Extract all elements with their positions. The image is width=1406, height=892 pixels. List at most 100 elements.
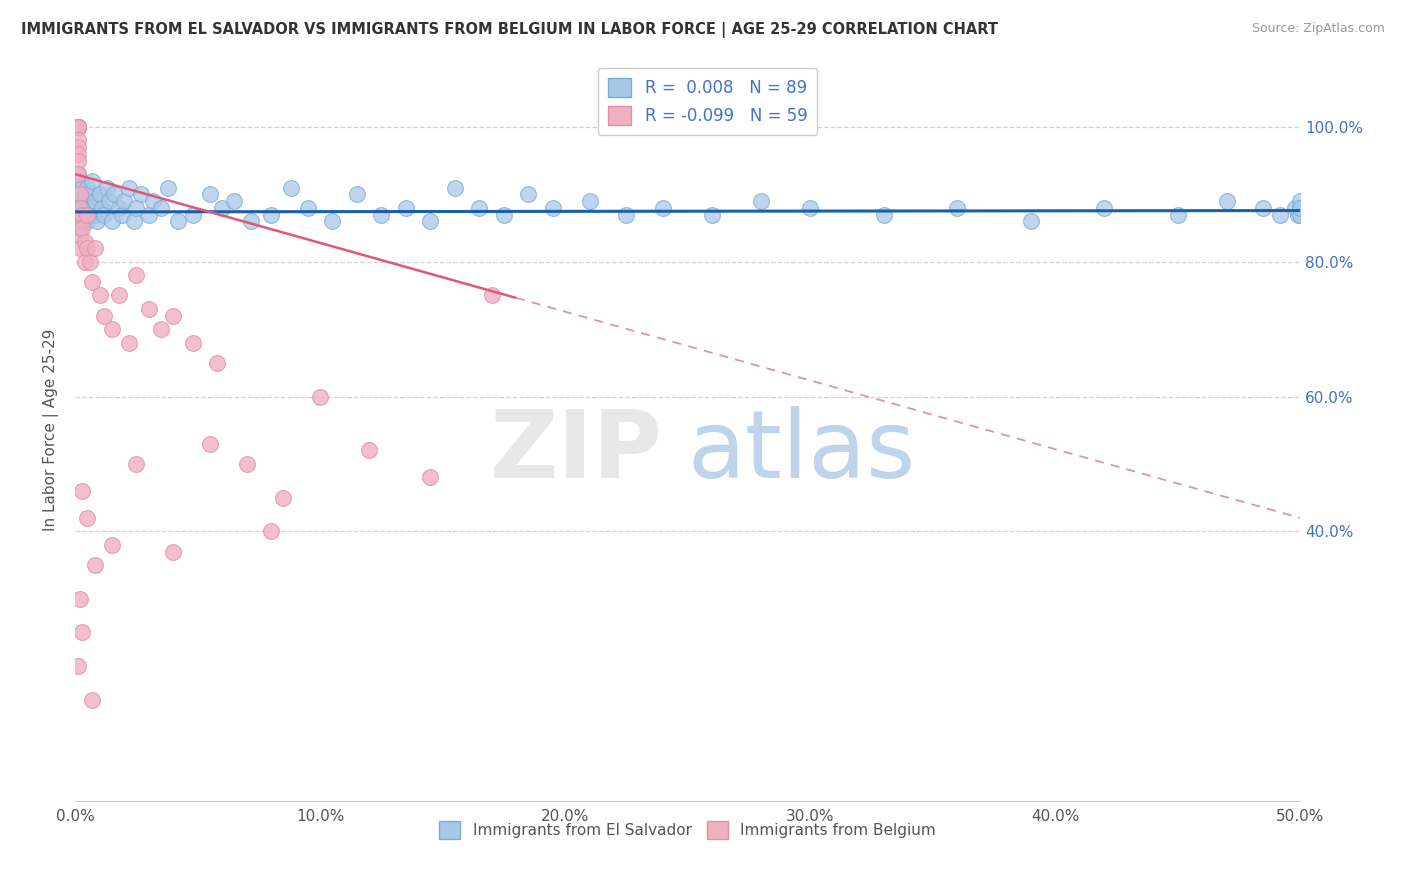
Point <box>652 201 675 215</box>
Point <box>66 214 89 228</box>
Point <box>101 214 124 228</box>
Point <box>69 208 91 222</box>
Point <box>111 208 134 222</box>
Point <box>799 201 821 215</box>
Point <box>118 180 141 194</box>
Point <box>122 214 145 228</box>
Point <box>66 187 89 202</box>
Point <box>157 180 180 194</box>
Point <box>1289 201 1312 215</box>
Point <box>89 187 111 202</box>
Text: ZIP: ZIP <box>491 407 664 499</box>
Point <box>69 591 91 606</box>
Point <box>297 201 319 215</box>
Point <box>83 241 105 255</box>
Point <box>101 322 124 336</box>
Point <box>125 268 148 283</box>
Point <box>872 208 894 222</box>
Point <box>181 335 204 350</box>
Point <box>66 201 89 215</box>
Point <box>73 254 96 268</box>
Point <box>1284 201 1306 215</box>
Point <box>96 180 118 194</box>
Point <box>357 443 380 458</box>
Point <box>69 187 91 202</box>
Point <box>240 214 263 228</box>
Point <box>309 390 332 404</box>
Point <box>69 227 91 242</box>
Point <box>72 208 94 222</box>
Point <box>72 625 94 640</box>
Point <box>443 180 465 194</box>
Point <box>1289 194 1312 208</box>
Point <box>73 235 96 249</box>
Point <box>1019 214 1042 228</box>
Point <box>73 194 96 208</box>
Point <box>321 214 343 228</box>
Text: atlas: atlas <box>688 407 915 499</box>
Point <box>76 180 98 194</box>
Point <box>69 214 91 228</box>
Legend: Immigrants from El Salvador, Immigrants from Belgium: Immigrants from El Salvador, Immigrants … <box>433 815 942 845</box>
Point <box>82 201 104 215</box>
Point <box>79 254 101 268</box>
Point <box>260 208 283 222</box>
Text: IMMIGRANTS FROM EL SALVADOR VS IMMIGRANTS FROM BELGIUM IN LABOR FORCE | AGE 25-2: IMMIGRANTS FROM EL SALVADOR VS IMMIGRANT… <box>21 22 998 38</box>
Point <box>82 174 104 188</box>
Point <box>66 133 89 147</box>
Point <box>101 538 124 552</box>
Point <box>149 201 172 215</box>
Point <box>69 241 91 255</box>
Point <box>69 174 91 188</box>
Point <box>211 201 233 215</box>
Point <box>66 194 89 208</box>
Point <box>235 457 257 471</box>
Point <box>112 194 135 208</box>
Point <box>517 187 540 202</box>
Point <box>108 288 131 302</box>
Point <box>1251 201 1274 215</box>
Point <box>1289 201 1312 215</box>
Point <box>946 201 969 215</box>
Point <box>82 275 104 289</box>
Point <box>103 187 125 202</box>
Point <box>370 208 392 222</box>
Point <box>66 221 89 235</box>
Point <box>72 201 94 215</box>
Point <box>66 167 89 181</box>
Point <box>1215 194 1237 208</box>
Point <box>419 470 441 484</box>
Point <box>66 120 89 134</box>
Point <box>79 187 101 202</box>
Point <box>66 174 89 188</box>
Point <box>1286 208 1309 222</box>
Point <box>69 221 91 235</box>
Point <box>69 187 91 202</box>
Point <box>749 194 772 208</box>
Point <box>395 201 418 215</box>
Point <box>224 194 246 208</box>
Point <box>66 120 89 134</box>
Point <box>73 187 96 202</box>
Point <box>66 140 89 154</box>
Text: Source: ZipAtlas.com: Source: ZipAtlas.com <box>1251 22 1385 36</box>
Point <box>69 201 91 215</box>
Point <box>167 214 190 228</box>
Point <box>89 288 111 302</box>
Point <box>83 558 105 572</box>
Point <box>86 214 108 228</box>
Point <box>66 147 89 161</box>
Point <box>72 180 94 194</box>
Point <box>91 201 114 215</box>
Point <box>162 309 184 323</box>
Point <box>66 120 89 134</box>
Point <box>125 457 148 471</box>
Point <box>66 120 89 134</box>
Point <box>98 194 121 208</box>
Point <box>79 208 101 222</box>
Point <box>149 322 172 336</box>
Point <box>76 201 98 215</box>
Point <box>541 201 564 215</box>
Point <box>492 208 515 222</box>
Point <box>93 208 115 222</box>
